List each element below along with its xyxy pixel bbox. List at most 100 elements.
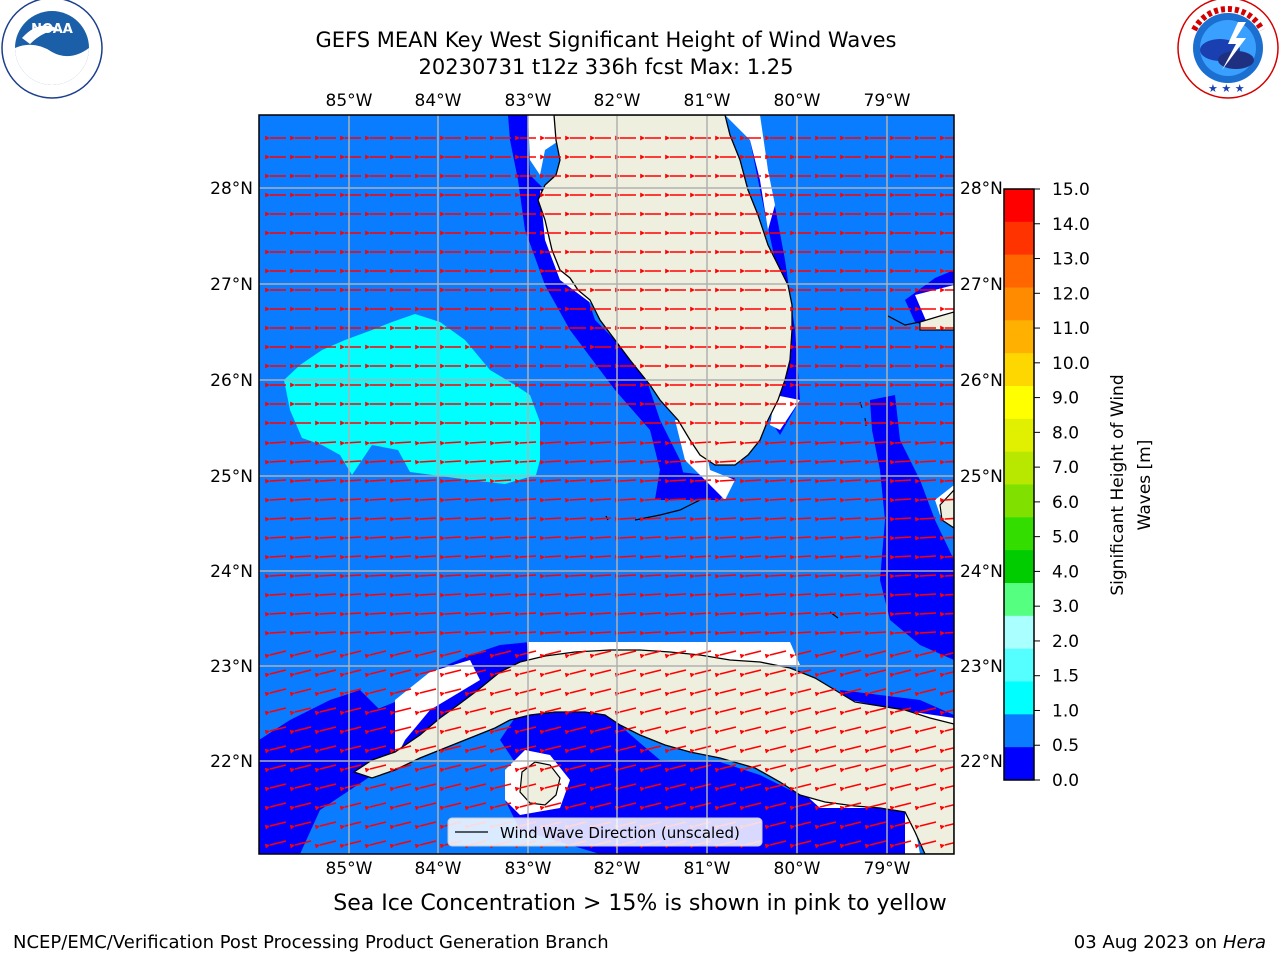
wind-wave-arrow — [465, 554, 487, 560]
wind-wave-arrow — [264, 726, 287, 735]
wind-wave-arrow — [390, 497, 412, 503]
wind-wave-arrow — [915, 516, 937, 522]
wind-wave-arrow — [440, 459, 462, 465]
wind-wave-arrow — [689, 688, 712, 697]
graticule — [259, 115, 954, 854]
wind-wave-arrow — [315, 516, 337, 522]
svg-text:82°W: 82°W — [594, 859, 641, 879]
colorbar-swatch — [1004, 221, 1034, 256]
wind-wave-arrow — [389, 802, 412, 811]
wind-wave-arrow — [339, 707, 362, 716]
wind-wave-arrow — [714, 669, 737, 678]
wind-wave-arrow — [665, 592, 687, 598]
wind-wave-arrow — [814, 802, 837, 811]
wind-wave-arrow — [364, 707, 387, 716]
wind-wave-arrow — [365, 554, 387, 560]
svg-text:80°W: 80°W — [774, 859, 821, 879]
wind-wave-arrow — [339, 821, 362, 830]
wind-wave-arrow — [740, 440, 762, 446]
wind-wave-arrow — [290, 459, 312, 465]
wind-wave-arrow — [540, 611, 562, 617]
wind-wave-arrow — [614, 707, 637, 716]
wind-wave-arrow — [440, 535, 462, 541]
wind-wave-arrow — [814, 707, 837, 716]
wind-wave-arrow — [340, 630, 362, 636]
wind-wave-arrow — [365, 478, 387, 484]
wind-wave-arrow — [440, 516, 462, 522]
wind-wave-arrow — [664, 707, 687, 716]
wind-wave-arrow — [364, 688, 387, 697]
wind-wave-arrow — [664, 783, 687, 792]
wind-wave-arrow — [314, 726, 337, 735]
wind-wave-arrow — [914, 669, 937, 678]
wind-wave-arrow — [664, 726, 687, 735]
wind-wave-arrow — [914, 802, 937, 811]
wind-wave-arrow — [339, 669, 362, 678]
wind-wave-arrow — [939, 651, 954, 659]
wind-wave-arrow — [815, 611, 837, 617]
svg-text:27°N: 27°N — [960, 275, 1003, 295]
wind-wave-arrow — [315, 592, 337, 598]
wind-wave-arrow — [289, 840, 312, 849]
wind-wave-arrow — [314, 783, 337, 792]
wind-wave-arrow — [764, 726, 787, 735]
wind-wave-arrow — [615, 573, 637, 579]
wind-wave-arrow — [490, 535, 512, 541]
wind-wave-arrow — [764, 688, 787, 697]
svg-text:82°W: 82°W — [594, 91, 641, 111]
wind-wave-arrow — [839, 783, 862, 792]
wind-wave-arrow — [639, 669, 662, 678]
colorbar-swatch — [1004, 386, 1034, 420]
wind-wave-arrow — [815, 535, 837, 541]
wind-wave-arrow — [340, 611, 362, 617]
wind-wave-arrow — [640, 630, 662, 636]
wind-wave-arrow — [714, 764, 737, 773]
wind-wave-arrow — [839, 669, 862, 678]
wind-wave-arrow — [865, 592, 887, 598]
svg-text:24°N: 24°N — [960, 562, 1003, 582]
wind-wave-arrow — [740, 611, 762, 617]
wind-wave-arrow — [439, 669, 462, 678]
wind-wave-arrow — [915, 630, 937, 636]
wind-wave-arrow — [889, 707, 912, 716]
wind-wave-arrow — [714, 688, 737, 697]
wind-wave-arrow — [615, 459, 637, 465]
wind-wave-arrow — [715, 573, 737, 579]
wind-wave-arrow — [339, 688, 362, 697]
colorbar-tick-label: 2.0 — [1052, 632, 1079, 652]
wind-wave-arrow — [589, 688, 612, 697]
wind-wave-arrow — [590, 440, 612, 446]
wind-wave-arrow — [740, 592, 762, 598]
wind-wave-arrow — [690, 592, 712, 598]
wind-wave-arrow — [264, 707, 287, 716]
wind-wave-arrow — [390, 478, 412, 484]
colorbar-swatch — [1004, 583, 1034, 617]
wind-wave-arrow — [465, 516, 487, 522]
wind-wave-arrow — [914, 707, 937, 716]
wind-wave-arrow — [590, 573, 612, 579]
wind-wave-arrow — [890, 554, 912, 560]
wind-wave-arrow — [840, 630, 862, 636]
wind-wave-arrow — [390, 554, 412, 560]
wind-wave-arrow — [465, 611, 487, 617]
colorbar-tick-label: 9.0 — [1052, 389, 1079, 409]
wind-wave-arrows — [264, 135, 954, 849]
wind-wave-arrow — [415, 497, 437, 503]
wind-wave-arrow — [940, 440, 954, 446]
colorbar-tick-label: 0.0 — [1052, 771, 1079, 791]
wind-wave-arrow — [890, 478, 912, 484]
colorbar-swatch — [1004, 615, 1034, 650]
wind-wave-arrow — [614, 688, 637, 697]
wind-wave-arrow — [439, 745, 462, 754]
wind-wave-arrow — [414, 745, 437, 754]
wind-wave-arrow — [264, 764, 287, 773]
wind-wave-arrow — [889, 726, 912, 735]
wind-wave-arrow — [339, 764, 362, 773]
wind-wave-arrow — [939, 765, 954, 773]
wind-wave-arrow — [565, 554, 587, 560]
wind-wave-arrow — [639, 783, 662, 792]
wind-wave-arrow — [489, 726, 512, 735]
wind-wave-arrow — [689, 650, 712, 659]
wind-wave-arrow — [314, 688, 337, 697]
wind-wave-arrow — [564, 764, 587, 773]
